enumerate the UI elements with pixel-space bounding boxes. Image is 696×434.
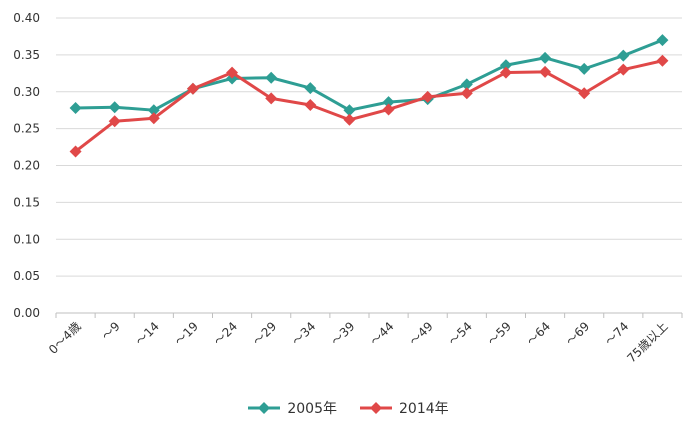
x-tick-labels: 0～4歳 ～9 ～14 ～19 ～24 ～29 ～34 ～39 ～44 ～49 ～54 ～59 ～64 ～… xyxy=(46,319,671,365)
legend-label-2014: 2014年 xyxy=(399,401,449,417)
data-point xyxy=(343,113,356,126)
y-tick-label: 0.10 xyxy=(13,232,40,246)
data-point xyxy=(147,104,160,117)
x-tick-label: ～39 xyxy=(328,319,357,348)
y-tick-label: 0.35 xyxy=(13,48,40,62)
data-point xyxy=(69,101,82,114)
y-tick-label: 0.40 xyxy=(13,11,40,25)
data-point xyxy=(578,87,591,100)
data-point xyxy=(147,112,160,125)
data-point xyxy=(304,82,317,95)
series-line xyxy=(75,38,663,112)
y-tick-label: 0.25 xyxy=(13,122,40,136)
x-tick-label: ～59 xyxy=(485,319,514,348)
data-point xyxy=(108,115,121,128)
data-point xyxy=(265,92,278,105)
x-tick-label: 75歳以上 xyxy=(624,319,670,365)
data-point xyxy=(460,78,473,91)
data-point xyxy=(226,66,239,79)
data-point xyxy=(265,71,278,84)
data-point xyxy=(421,90,434,103)
legend-item-2014: 2014年 xyxy=(359,398,449,418)
legend-marker-2014 xyxy=(360,402,392,414)
x-tick-label: 0～4歳 xyxy=(46,319,84,357)
x-tick-label: ～24 xyxy=(211,319,240,348)
y-tick-label: 0.30 xyxy=(13,85,40,99)
x-tick-label: ～34 xyxy=(289,319,318,348)
x-tick-label: ～74 xyxy=(602,319,631,348)
data-point xyxy=(499,59,512,72)
y-tick-labels: 0.00 0.05 0.10 0.15 0.20 0.25 0.30 0.35 0.40 xyxy=(13,11,40,320)
y-tick-label: 0.00 xyxy=(13,306,40,320)
x-tick-label: ～44 xyxy=(367,319,396,348)
data-point xyxy=(69,145,82,158)
data-point xyxy=(460,87,473,100)
legend: 2005年 2014年 xyxy=(0,396,696,420)
data-point xyxy=(617,63,630,76)
data-point xyxy=(304,99,317,112)
data-point xyxy=(539,65,552,78)
data-point xyxy=(499,66,512,79)
y-tick-label: 0.20 xyxy=(13,159,40,173)
x-tick-label: ～9 xyxy=(99,319,123,343)
series-1 xyxy=(69,54,669,158)
data-point xyxy=(617,49,630,62)
data-point xyxy=(382,103,395,116)
x-tick-label: ～19 xyxy=(172,319,201,348)
x-tick-label: ～64 xyxy=(524,319,553,348)
gridlines xyxy=(56,17,682,314)
data-point xyxy=(578,62,591,75)
y-tick-label: 0.15 xyxy=(13,195,40,209)
legend-label-2005: 2005年 xyxy=(287,401,337,417)
y-tick-label: 0.05 xyxy=(13,269,40,283)
legend-marker-2005 xyxy=(248,402,281,414)
x-tick-label: ～49 xyxy=(407,319,436,348)
x-tick-label: ～14 xyxy=(133,319,162,348)
data-point xyxy=(108,101,121,114)
data-point xyxy=(656,34,669,47)
series-line xyxy=(74,59,663,153)
data-point xyxy=(382,96,395,109)
legend-item-2005: 2005年 xyxy=(247,398,337,418)
data-point xyxy=(539,51,552,64)
x-tick-label: ～69 xyxy=(563,319,592,348)
series-0 xyxy=(69,34,669,117)
axes xyxy=(55,312,683,318)
series xyxy=(69,34,669,158)
data-point xyxy=(186,82,199,95)
x-tick-label: ～54 xyxy=(446,319,475,348)
data-point xyxy=(656,54,669,67)
x-tick-label: ～29 xyxy=(250,319,279,348)
data-point xyxy=(343,104,356,117)
